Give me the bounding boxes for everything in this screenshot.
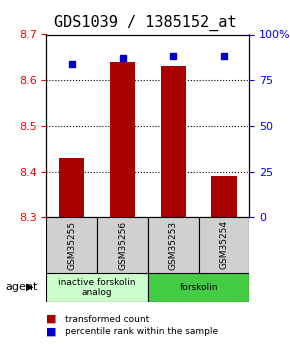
Bar [59, 158, 84, 217]
FancyBboxPatch shape [46, 217, 97, 273]
Text: inactive forskolin
analog: inactive forskolin analog [58, 277, 136, 297]
FancyBboxPatch shape [199, 217, 249, 273]
Text: ▶: ▶ [26, 282, 34, 292]
Text: GSM35254: GSM35254 [220, 220, 229, 269]
Text: GSM35253: GSM35253 [169, 220, 178, 269]
Text: GSM35255: GSM35255 [67, 220, 76, 269]
Text: forskolin: forskolin [180, 283, 218, 292]
Text: ■: ■ [46, 327, 57, 337]
Bar [110, 62, 135, 217]
Text: GSM35256: GSM35256 [118, 220, 127, 269]
Bar [211, 176, 237, 217]
Text: transformed count: transformed count [65, 315, 150, 324]
Text: agent: agent [6, 282, 38, 292]
FancyBboxPatch shape [46, 273, 148, 302]
Bar [161, 67, 186, 217]
Text: percentile rank within the sample: percentile rank within the sample [65, 327, 218, 336]
FancyBboxPatch shape [97, 217, 148, 273]
FancyBboxPatch shape [148, 273, 249, 302]
Text: GDS1039 / 1385152_at: GDS1039 / 1385152_at [54, 14, 236, 30]
Text: ■: ■ [46, 314, 57, 324]
FancyBboxPatch shape [148, 217, 199, 273]
